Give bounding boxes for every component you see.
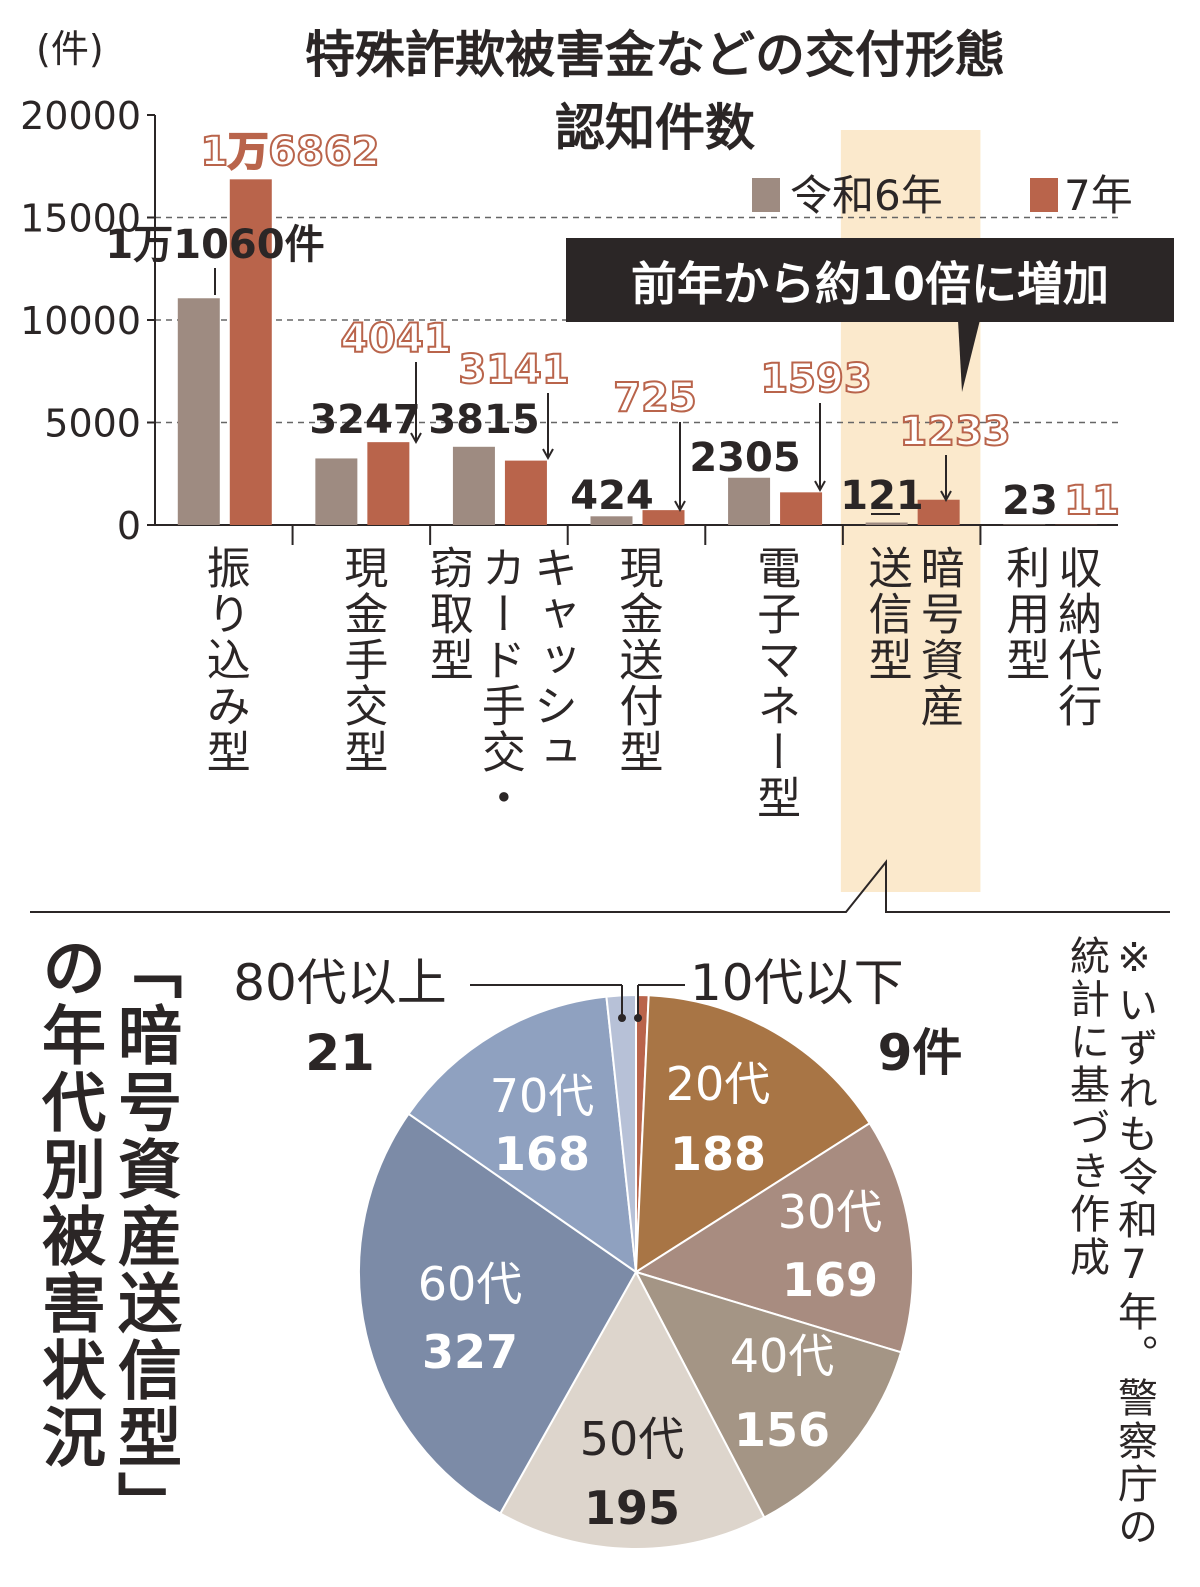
bar-r7 (780, 492, 823, 525)
pie-slice-value: 188 (670, 1127, 766, 1181)
pie-label-80s: 80代以上 (233, 954, 447, 1012)
legend-label-r6: 令和6年 (790, 171, 943, 220)
chart-subtitle: 認知件数 (555, 99, 755, 157)
category-label: キャッシュ (525, 545, 577, 775)
pie-title: 「暗号資産送信型」の年代別被害状況 (31, 935, 181, 1538)
bar-r6 (590, 516, 633, 525)
category-label: 電子マネー型 (749, 545, 801, 821)
data-label-r7: 11 (1064, 478, 1120, 524)
data-label-r7: 1万6862 (200, 129, 379, 175)
pie-slice-value: 327 (422, 1325, 518, 1379)
pie-slice-label: 40代 (730, 1329, 835, 1383)
y-tick-label: 15000 (20, 197, 141, 241)
pie-slice-label: 30代 (778, 1185, 883, 1239)
pie-slice-label: 70代 (490, 1069, 595, 1123)
pie-slice (498, 1269, 766, 1550)
pie-slice-label: 20代 (666, 1057, 771, 1111)
y-tick-label: 0 (117, 504, 141, 548)
pie-value-10s: 9件 (878, 1024, 963, 1082)
leader-arrow (542, 448, 554, 461)
pie-slice (358, 1112, 638, 1515)
y-tick-label: 5000 (44, 402, 141, 446)
data-label-r6: 2305 (689, 435, 800, 481)
category-label: 暗号資産 (912, 545, 964, 729)
data-label-r7: 1233 (899, 409, 1010, 455)
leader-arrow (674, 500, 686, 513)
category-label: 収納代行 (1050, 545, 1102, 729)
category-label: 窃取型 (421, 545, 473, 683)
pie-slice (633, 1121, 914, 1354)
category-label: 振り込み型 (198, 545, 250, 775)
bar-r7 (917, 499, 960, 525)
data-label-r6: 23 (1002, 478, 1058, 524)
data-label-r7: 4041 (340, 316, 451, 362)
y-tick-label: 20000 (20, 94, 141, 138)
bar-r6 (728, 477, 771, 525)
pie-slice (634, 1270, 903, 1519)
pie-slice-label: 60代 (418, 1257, 523, 1311)
data-label-r6: 424 (570, 473, 654, 519)
pie-slice-value: 195 (584, 1481, 680, 1535)
pie-slice-value: 156 (734, 1403, 830, 1457)
data-label-r7: 3141 (458, 347, 569, 393)
pie-value-80s: 21 (305, 1024, 375, 1082)
y-axis-unit: (件) (36, 27, 104, 71)
pie-slice (634, 994, 872, 1274)
leader-dot (634, 1014, 642, 1022)
bar-r7 (642, 510, 685, 525)
y-tick-label: 10000 (20, 299, 141, 343)
category-label: 送信型 (860, 545, 912, 683)
source-note: ※いずれも令和7年。警察庁の統計に基づき作成 (1063, 935, 1157, 1549)
section-divider (30, 859, 1170, 913)
callout-text: 前年から約10倍に増加 (631, 257, 1109, 311)
bar-r6 (865, 522, 908, 525)
data-label-r6: 121 (840, 473, 924, 519)
pie-label-10s: 10代以下 (690, 954, 904, 1012)
legend-label-r7: 7年 (1064, 171, 1133, 220)
bar-r6 (177, 298, 220, 525)
category-label: カード手交・ (473, 545, 525, 821)
legend-swatch-r6 (752, 178, 780, 212)
bar-r7 (367, 442, 410, 525)
category-label: 利用型 (998, 545, 1050, 683)
pie-slice-value: 169 (782, 1253, 878, 1307)
bar-r7 (229, 179, 272, 526)
chart-title: 特殊詐欺被害金などの交付形態 (305, 26, 1005, 84)
leader-arrow (410, 432, 422, 445)
legend-swatch-r7 (1030, 178, 1058, 212)
callout-pointer (958, 320, 980, 392)
data-label-r6: 1万1060件 (105, 222, 324, 268)
callout-box (566, 238, 1174, 322)
bar-r6 (315, 458, 358, 525)
data-label-r7: 725 (613, 375, 697, 421)
bar-r6 (452, 446, 495, 525)
pie-slice-value: 168 (494, 1127, 590, 1181)
category-label: 現金手交型 (336, 545, 388, 775)
data-label-r6: 3247 (309, 397, 420, 443)
data-label-r7: 1593 (760, 356, 871, 402)
leader-dot (618, 1014, 626, 1022)
leader-arrow (940, 490, 952, 503)
pie-slice (407, 995, 638, 1275)
category-label: 現金送付型 (611, 545, 663, 775)
data-label-r6: 3815 (428, 397, 539, 443)
leader-arrow (814, 480, 826, 493)
pie-slice-label: 50代 (580, 1412, 685, 1466)
bar-r7 (504, 460, 547, 525)
